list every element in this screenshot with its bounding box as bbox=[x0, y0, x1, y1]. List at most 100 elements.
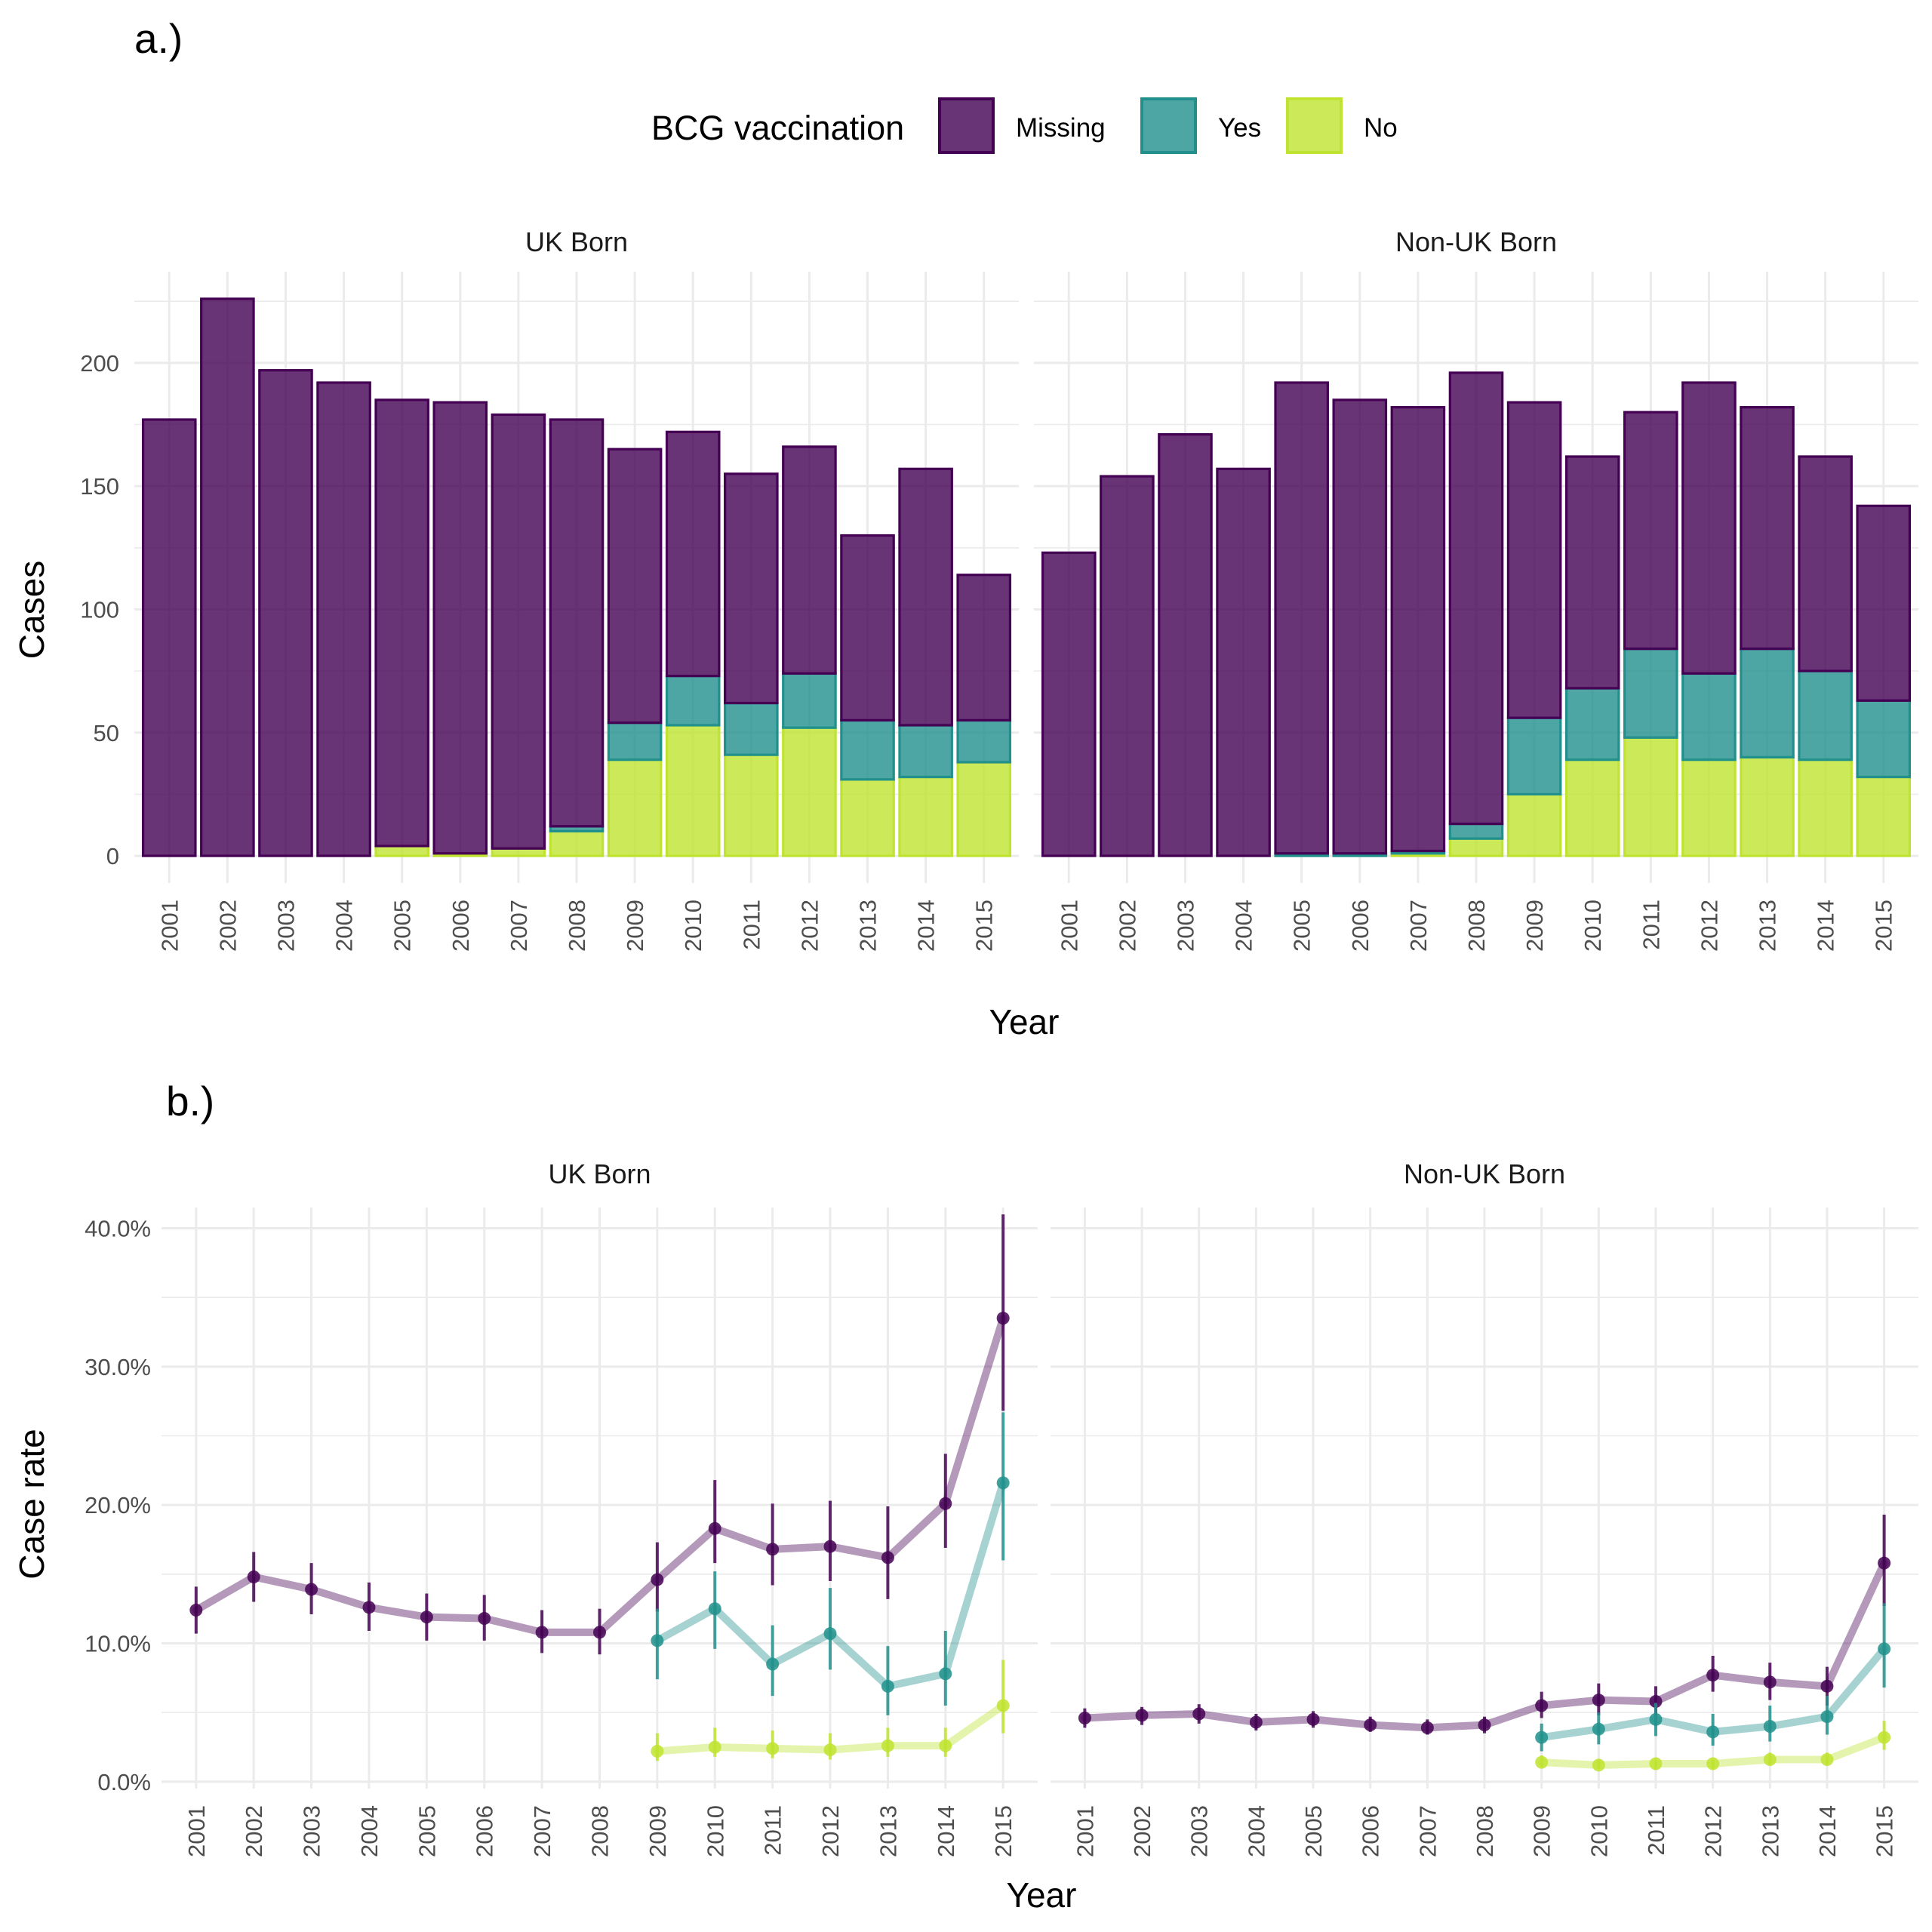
point-no-2009 bbox=[1535, 1755, 1549, 1769]
strip-title: UK Born bbox=[548, 1158, 651, 1189]
x-tick-label: 2006 bbox=[448, 900, 474, 952]
y-tick-label: 40.0% bbox=[85, 1216, 151, 1242]
x-tick-label: 2011 bbox=[738, 900, 764, 950]
bar-no-2009 bbox=[1506, 792, 1562, 857]
bar-missing-2002 bbox=[1100, 475, 1155, 857]
bar-yes-2013 bbox=[1740, 648, 1795, 759]
panel-b-xlabel: Year bbox=[1007, 1875, 1077, 1915]
bar-yes-2012 bbox=[782, 672, 837, 729]
bar-yes-2010 bbox=[1564, 687, 1620, 761]
bar-missing-2014 bbox=[1798, 455, 1853, 672]
point-yes-2015 bbox=[996, 1476, 1010, 1490]
bar-no-2009 bbox=[607, 758, 663, 857]
x-tick-label: 2001 bbox=[1056, 900, 1082, 952]
bar-missing-2012 bbox=[1681, 381, 1737, 675]
x-tick-label: 2010 bbox=[680, 900, 706, 952]
panel-b-plot: UK Born 2001 2002 2003 2004 2005 2006 2007 2008 2… bbox=[85, 1158, 1918, 1857]
facet-a-uk-born: UK Born 2001 2002 2003 2004 2005 2006 2007 2008 2… bbox=[80, 226, 1019, 952]
y-tick-label: 30.0% bbox=[85, 1354, 151, 1380]
x-tick-label: 2010 bbox=[1586, 1805, 1612, 1857]
legend-label-yes: Yes bbox=[1218, 113, 1261, 143]
point-missing-2007 bbox=[535, 1626, 549, 1639]
x-tick-label: 2004 bbox=[356, 1805, 383, 1857]
point-missing-2003 bbox=[1192, 1707, 1206, 1721]
legend-key-no bbox=[1286, 97, 1343, 154]
point-yes-2011 bbox=[1649, 1712, 1663, 1726]
x-tick-label: 2007 bbox=[1405, 900, 1432, 952]
strip-title: Non-UK Born bbox=[1395, 226, 1557, 257]
x-tick-label: 2004 bbox=[1243, 1805, 1269, 1857]
x-tick-label: 2005 bbox=[389, 900, 416, 952]
x-tick-label: 2006 bbox=[1347, 900, 1374, 952]
point-yes-2009 bbox=[651, 1634, 664, 1647]
point-missing-2006 bbox=[1364, 1718, 1377, 1732]
x-tick-label: 2003 bbox=[1186, 1805, 1213, 1857]
bar-yes-2015 bbox=[956, 718, 1012, 764]
y-tick-label: 0.0% bbox=[97, 1769, 151, 1795]
point-yes-2012 bbox=[823, 1627, 837, 1641]
y-tick-label: 20.0% bbox=[85, 1492, 151, 1518]
x-tick-label: 2009 bbox=[622, 900, 648, 952]
point-missing-2010 bbox=[708, 1521, 721, 1535]
x-tick-label: 2008 bbox=[1472, 1805, 1498, 1857]
bar-missing-2001 bbox=[1041, 551, 1097, 857]
bar-yes-2011 bbox=[1623, 648, 1678, 739]
bar-yes-2011 bbox=[724, 701, 779, 756]
x-tick-label: 2009 bbox=[1521, 900, 1548, 952]
point-yes-2009 bbox=[1535, 1730, 1549, 1744]
point-missing-2006 bbox=[478, 1612, 491, 1625]
panel-a-tag: a.) bbox=[134, 15, 183, 62]
point-no-2014 bbox=[1820, 1753, 1834, 1766]
bar-missing-2003 bbox=[258, 369, 313, 857]
point-no-2011 bbox=[1649, 1757, 1663, 1770]
bar-no-2014 bbox=[1798, 758, 1853, 857]
bar-missing-2013 bbox=[840, 534, 895, 722]
point-no-2012 bbox=[1706, 1757, 1720, 1770]
y-tick-label: 50 bbox=[94, 720, 119, 746]
x-tick-label: 2007 bbox=[1414, 1805, 1441, 1857]
bar-missing-2002 bbox=[200, 297, 255, 857]
x-tick-label: 2012 bbox=[817, 1805, 844, 1857]
x-tick-label: 2015 bbox=[990, 1805, 1017, 1857]
bar-yes-2009 bbox=[1506, 716, 1562, 796]
bar-missing-2004 bbox=[1216, 467, 1271, 857]
bar-yes-2008 bbox=[1448, 823, 1504, 840]
x-tick-label: 2004 bbox=[1231, 900, 1257, 952]
x-tick-label: 2008 bbox=[587, 1805, 614, 1857]
bar-missing-2001 bbox=[141, 418, 197, 857]
bar-missing-2009 bbox=[607, 448, 663, 724]
point-no-2012 bbox=[823, 1743, 837, 1757]
y-tick-label: 200 bbox=[80, 350, 119, 377]
point-missing-2011 bbox=[766, 1543, 780, 1556]
x-tick-label: 2013 bbox=[1755, 900, 1781, 952]
bar-missing-2005 bbox=[374, 398, 429, 848]
legend-label-no: No bbox=[1364, 113, 1398, 143]
y-tick-label: 150 bbox=[80, 473, 119, 500]
bar-no-2013 bbox=[1740, 755, 1795, 857]
panel-a-plot: UK Born 2001 2002 2003 2004 2005 2006 2007 2008 2… bbox=[80, 226, 1918, 952]
point-missing-2014 bbox=[939, 1497, 952, 1510]
legend-key-missing bbox=[938, 97, 995, 154]
bar-missing-2012 bbox=[782, 445, 837, 675]
bar-missing-2006 bbox=[432, 401, 488, 855]
facet-a-non-uk-born: Non-UK Born 2001 2002 2003 2004 2005 2006 2007 2… bbox=[1034, 226, 1918, 952]
y-tick-label: 100 bbox=[80, 596, 119, 623]
bar-no-2010 bbox=[1564, 758, 1620, 857]
point-missing-2001 bbox=[189, 1604, 203, 1617]
x-tick-label: 2014 bbox=[1814, 1805, 1841, 1857]
point-missing-2004 bbox=[1249, 1715, 1263, 1729]
x-tick-label: 2012 bbox=[1696, 900, 1722, 952]
bar-no-2008 bbox=[549, 829, 605, 857]
x-tick-label: 2005 bbox=[1300, 1805, 1327, 1857]
x-tick-label: 2004 bbox=[331, 900, 358, 952]
x-tick-label: 2003 bbox=[1172, 900, 1198, 952]
bar-missing-2014 bbox=[898, 467, 953, 727]
point-missing-2011 bbox=[1649, 1695, 1663, 1708]
x-tick-label: 2009 bbox=[1529, 1805, 1555, 1857]
strip-title: UK Born bbox=[525, 226, 628, 257]
point-missing-2002 bbox=[247, 1571, 260, 1583]
point-no-2013 bbox=[1763, 1753, 1777, 1766]
legend: Missing Yes No bbox=[938, 97, 1398, 154]
x-tick-label: 2007 bbox=[506, 900, 532, 952]
